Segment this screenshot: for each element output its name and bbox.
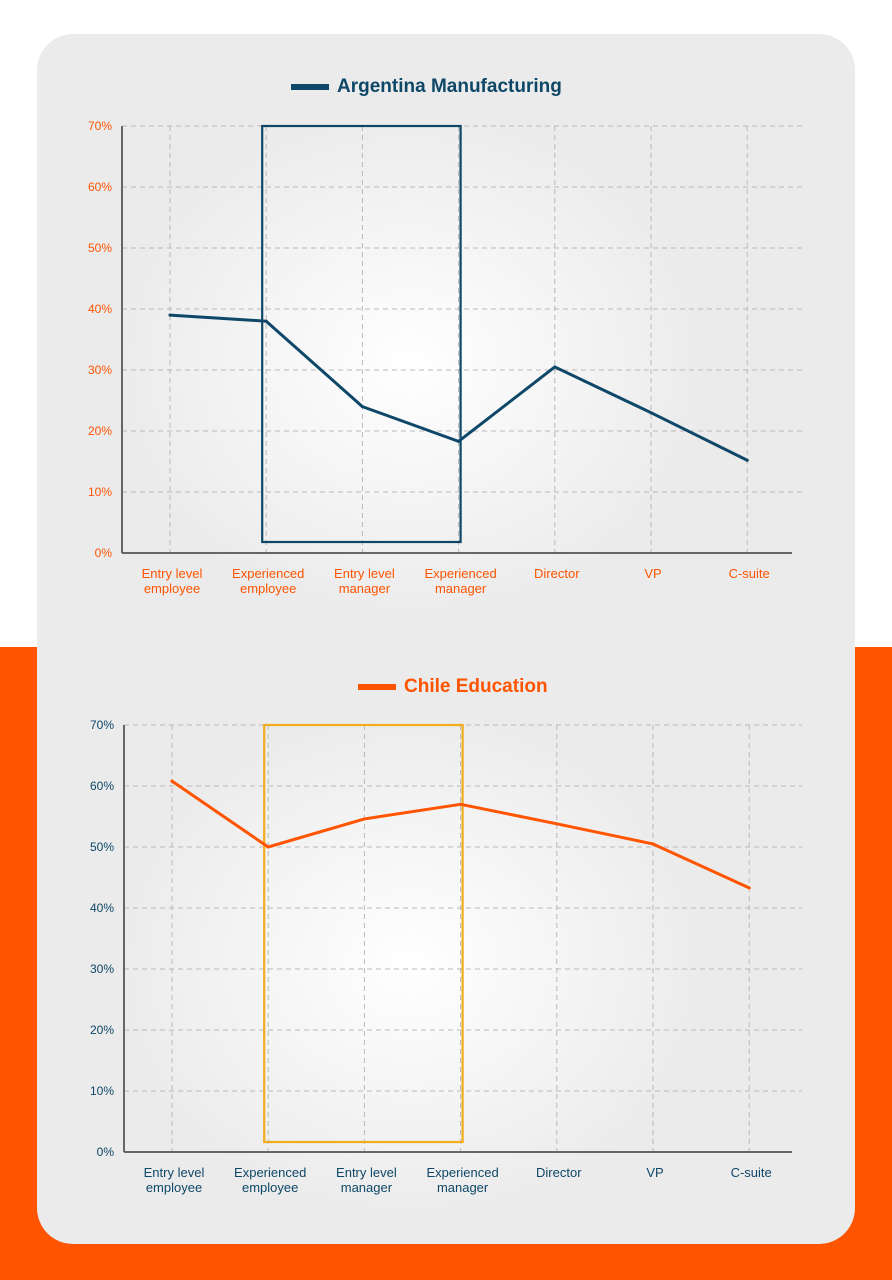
legend-swatch bbox=[291, 84, 329, 90]
x-tick-label: Entry level manager bbox=[336, 1165, 397, 1195]
x-tick-label-line: manager bbox=[339, 581, 391, 596]
y-tick-label: 50% bbox=[88, 241, 112, 255]
y-tick-label: 70% bbox=[88, 119, 112, 133]
y-tick-label: 60% bbox=[90, 779, 114, 793]
data-point bbox=[745, 458, 749, 462]
y-tick-label: 10% bbox=[88, 485, 112, 499]
x-tick-label-line: Experienced bbox=[426, 1165, 498, 1180]
y-tick-label: 60% bbox=[88, 180, 112, 194]
y-tick-label: 30% bbox=[88, 363, 112, 377]
x-tick-label-line: VP bbox=[644, 566, 661, 581]
legend-swatch bbox=[358, 684, 396, 690]
data-point bbox=[170, 779, 174, 783]
x-tick-label-line: manager bbox=[341, 1180, 393, 1195]
y-tick-label: 0% bbox=[97, 1145, 115, 1159]
x-tick-label-line: Experienced bbox=[234, 1165, 306, 1180]
x-tick-label-line: Director bbox=[534, 566, 580, 581]
x-tick-label-line: Entry level bbox=[336, 1165, 397, 1180]
x-tick-label-line: employee bbox=[242, 1180, 298, 1195]
x-tick-label-line: C-suite bbox=[731, 1165, 772, 1180]
x-tick-label-line: Director bbox=[536, 1165, 582, 1180]
chart-title: Chile Education bbox=[404, 676, 548, 697]
y-tick-label: 20% bbox=[88, 424, 112, 438]
x-tick-label-line: manager bbox=[437, 1180, 489, 1195]
highlight-box bbox=[263, 723, 464, 1144]
x-tick-label: Experienced employee bbox=[232, 566, 304, 596]
x-tick-label: C-suite bbox=[729, 566, 770, 581]
data-point bbox=[459, 802, 463, 806]
y-tick-label: 50% bbox=[90, 840, 114, 854]
x-tick-label-line: Entry level bbox=[334, 566, 395, 581]
data-point bbox=[747, 886, 751, 890]
x-tick-label: Entry level employee bbox=[142, 566, 203, 596]
x-tick-label: Experienced employee bbox=[234, 1165, 306, 1195]
x-tick-label-line: VP bbox=[646, 1165, 663, 1180]
data-point bbox=[360, 405, 364, 409]
argentina-manufacturing-chart: Argentina Manufacturing 0% 10% 20% 30% 40% 50%… bbox=[88, 76, 802, 596]
y-tick-label: 40% bbox=[90, 901, 114, 915]
x-tick-label-line: employee bbox=[144, 581, 200, 596]
data-point bbox=[362, 817, 366, 821]
data-point bbox=[264, 319, 268, 323]
data-point bbox=[651, 842, 655, 846]
x-tick-label: Entry level manager bbox=[334, 566, 395, 596]
x-tick-label: Entry level employee bbox=[144, 1165, 205, 1195]
chart-card bbox=[37, 34, 855, 1244]
data-point bbox=[649, 411, 653, 415]
x-tick-label: Experienced manager bbox=[424, 566, 496, 596]
y-tick-label: 20% bbox=[90, 1023, 114, 1037]
x-tick-label-line: Entry level bbox=[144, 1165, 205, 1180]
x-tick-label-line: Entry level bbox=[142, 566, 203, 581]
x-tick-label: VP bbox=[644, 566, 661, 581]
x-tick-label: Director bbox=[534, 566, 580, 581]
x-tick-label-line: employee bbox=[146, 1180, 202, 1195]
data-point bbox=[266, 845, 270, 849]
y-tick-label: 40% bbox=[88, 302, 112, 316]
data-point bbox=[168, 313, 172, 317]
data-point bbox=[457, 439, 461, 443]
y-tick-label: 0% bbox=[95, 546, 113, 560]
chile-education-chart: Chile Education 0% 10% 20% 30% 40% 50% 60% 70% En… bbox=[90, 676, 802, 1195]
x-tick-label: Director bbox=[536, 1165, 582, 1180]
x-tick-label-line: employee bbox=[240, 581, 296, 596]
y-tick-label: 10% bbox=[90, 1084, 114, 1098]
x-tick-label: Experienced manager bbox=[426, 1165, 498, 1195]
x-tick-label-line: manager bbox=[435, 581, 487, 596]
x-tick-label-line: Experienced bbox=[424, 566, 496, 581]
data-point bbox=[555, 822, 559, 826]
x-tick-label: VP bbox=[646, 1165, 663, 1180]
chart-title: Argentina Manufacturing bbox=[337, 76, 562, 97]
x-tick-label-line: C-suite bbox=[729, 566, 770, 581]
x-tick-label: C-suite bbox=[731, 1165, 772, 1180]
y-tick-label: 30% bbox=[90, 962, 114, 976]
y-tick-label: 70% bbox=[90, 718, 114, 732]
x-tick-label-line: Experienced bbox=[232, 566, 304, 581]
data-point bbox=[553, 365, 557, 369]
highlight-box bbox=[261, 124, 462, 544]
